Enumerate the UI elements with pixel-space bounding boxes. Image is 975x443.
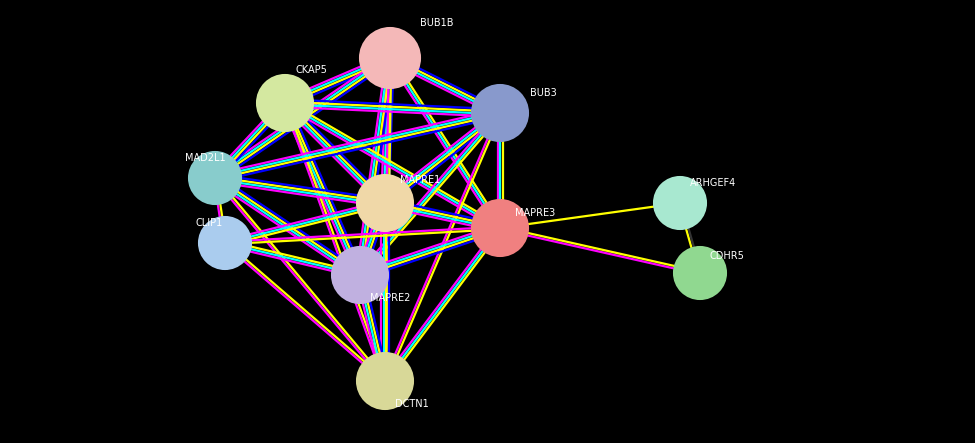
Text: MAPRE1: MAPRE1 — [400, 175, 441, 185]
Text: MAPRE2: MAPRE2 — [370, 293, 410, 303]
Circle shape — [257, 75, 313, 131]
Circle shape — [199, 217, 251, 269]
Text: MAPRE3: MAPRE3 — [515, 208, 555, 218]
Circle shape — [472, 85, 528, 141]
Text: ARHGEF4: ARHGEF4 — [690, 178, 736, 188]
Text: CDHR5: CDHR5 — [710, 251, 745, 261]
Circle shape — [360, 28, 420, 88]
Circle shape — [357, 175, 413, 231]
Text: CKAP5: CKAP5 — [295, 65, 327, 75]
Circle shape — [332, 247, 388, 303]
Text: BUB3: BUB3 — [530, 88, 557, 98]
Text: DCTN1: DCTN1 — [395, 399, 429, 409]
Circle shape — [654, 177, 706, 229]
Circle shape — [357, 353, 413, 409]
Text: CLIP1: CLIP1 — [195, 218, 222, 228]
Circle shape — [472, 200, 528, 256]
Circle shape — [674, 247, 726, 299]
Circle shape — [189, 152, 241, 204]
Text: BUB1B: BUB1B — [420, 18, 453, 28]
Text: MAD2L1: MAD2L1 — [185, 153, 225, 163]
